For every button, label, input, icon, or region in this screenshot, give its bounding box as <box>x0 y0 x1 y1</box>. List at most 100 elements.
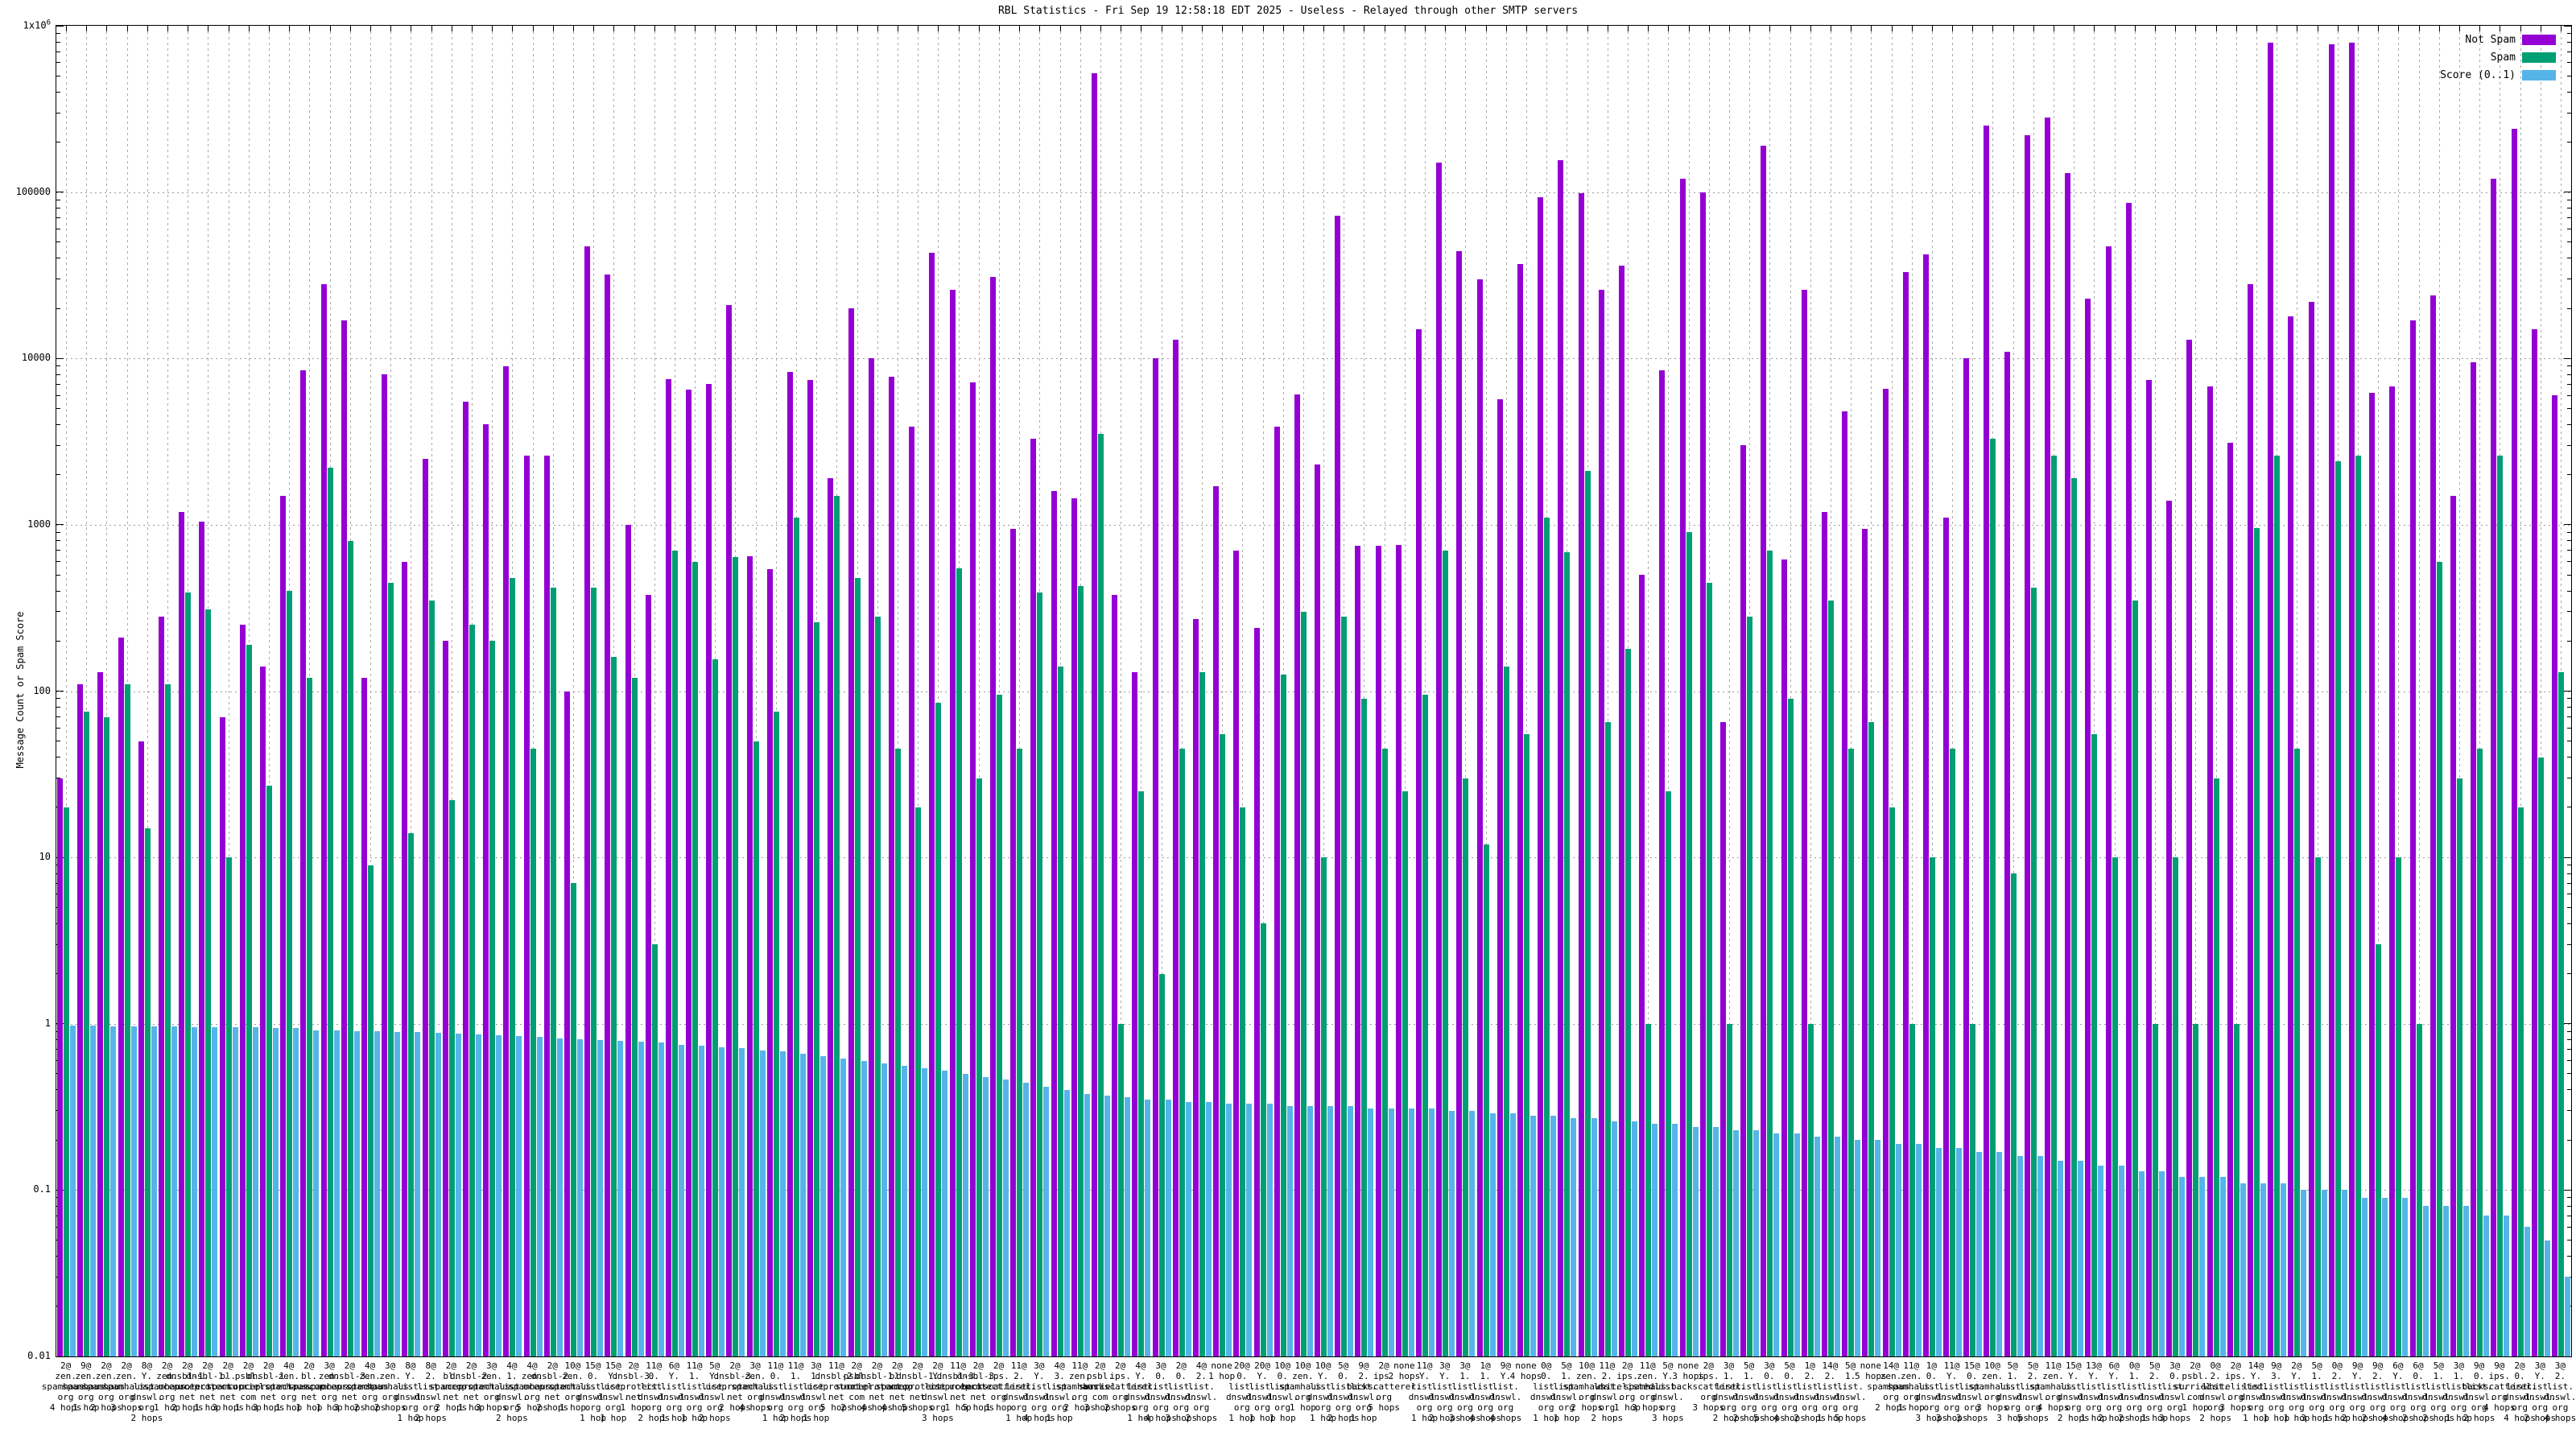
bar-score <box>1469 1110 1476 1356</box>
bar-not-spam <box>179 511 185 1356</box>
bar-not-spam <box>1436 163 1443 1356</box>
bar-spam <box>1848 749 1855 1356</box>
x-tick-top <box>1628 26 1629 31</box>
x-tick-label: 3@ zen. spamhaus. org 2 hops <box>365 1360 415 1413</box>
bar-score <box>1145 1099 1151 1356</box>
x-tick-label: none 3 hops <box>1672 1360 1704 1381</box>
bar-not-spam <box>1416 328 1422 1356</box>
x-tick-label: 11@ dnsbl-2. uceprotect. net 5 hops <box>807 1360 866 1413</box>
bar-spam <box>1503 667 1509 1356</box>
x-tick-top <box>857 26 858 31</box>
y-minor-tick-right <box>2567 217 2571 219</box>
bar-not-spam <box>219 716 225 1356</box>
y-minor-tick-right <box>2567 574 2571 576</box>
bar-spam <box>2030 587 2037 1356</box>
x-tick-label: 3@ 0. list. dnswl. org 3 hops <box>2158 1360 2191 1423</box>
x-tick-top <box>1425 26 1426 31</box>
bar-not-spam <box>1842 411 1848 1356</box>
x-tick-label: none 5 hops <box>1854 1360 1887 1381</box>
x-tick-top <box>755 26 757 31</box>
x-tick-top <box>1851 26 1852 31</box>
bar-spam <box>448 800 455 1356</box>
bar-not-spam <box>848 308 854 1356</box>
x-tick-label: 6@ 0. list. dnswl. org 2 hops <box>2402 1360 2434 1423</box>
bar-spam <box>2051 456 2058 1356</box>
y-minor-tick-right <box>2567 1030 2571 1032</box>
x-tick-label: 11@ 0. list. dnswl. org 1 hop <box>759 1360 792 1423</box>
x-tick-label: 2@ 0. list. dnswl. org 3 hops <box>1165 1360 1198 1423</box>
bar-score <box>638 1042 644 1356</box>
x-tick-label: 9@ Y. list. dnswl. org 2 hops <box>2341 1360 2374 1423</box>
x-tick-top <box>938 26 939 31</box>
bar-spam <box>327 468 333 1356</box>
bar-score <box>1125 1097 1131 1356</box>
bar-spam <box>1645 1023 1652 1356</box>
bar-not-spam <box>57 778 64 1356</box>
y-minor-tick-right <box>2567 873 2571 874</box>
bar-score <box>353 1031 360 1356</box>
x-tick-label: 11@ 1. list. dnswl. org 1 hop <box>678 1360 711 1423</box>
bar-not-spam <box>320 283 327 1356</box>
bar-not-spam <box>1192 619 1199 1356</box>
x-gridline <box>147 26 148 1356</box>
x-tick-label: 4@ zen. spamhaus. org 5 hops <box>508 1360 556 1413</box>
bar-not-spam <box>2409 320 2416 1356</box>
bar-spam <box>1564 552 1571 1356</box>
bar-spam <box>1726 1023 1732 1356</box>
x-gridline <box>775 26 777 1356</box>
bar-spam <box>1037 592 1043 1356</box>
x-tick-top <box>613 26 615 31</box>
bar-not-spam <box>2328 44 2334 1356</box>
x-tick-top <box>309 26 311 31</box>
bar-score <box>90 1026 97 1356</box>
y-tick-label: 1x106 <box>23 19 51 31</box>
bar-score <box>313 1030 320 1356</box>
bar-spam <box>1970 1023 1976 1356</box>
bar-spam <box>1807 1023 1814 1356</box>
y-minor-tick-right <box>2567 407 2571 409</box>
y-tick-label: 0.1 <box>33 1183 51 1195</box>
bar-not-spam <box>77 683 84 1356</box>
bar-score <box>597 1039 604 1356</box>
x-tick-label: 5@ 1. list. dnswl. org 2 hops <box>1732 1360 1765 1423</box>
bar-spam <box>753 741 759 1356</box>
bar-score <box>1875 1140 1881 1356</box>
x-tick-top <box>492 26 493 31</box>
x-tick-label: 3@ zen. spamhaus. org 4 hops <box>731 1360 779 1413</box>
x-tick-label: 5@ Y. list. dnswl. org 2 hops <box>698 1360 731 1423</box>
x-tick-label: 8@ Y. list. dnswl. org 1 hop <box>394 1360 427 1423</box>
x-tick-label: 4@ 2. list. dnswl. org 2 hops <box>1185 1360 1218 1423</box>
x-tick-label: 14@ 2. list. dnswl. org 1 hop <box>1814 1360 1847 1423</box>
bar-score <box>2462 1206 2469 1356</box>
bar-spam <box>2557 671 2564 1356</box>
y-gridline <box>56 1023 2571 1025</box>
y-minor-tick-right <box>2567 62 2571 64</box>
bar-score <box>1591 1118 1597 1356</box>
x-tick-label: 5@ 1. list. dnswl. org 3 hops <box>2301 1360 2333 1423</box>
x-tick-label: 11@ zen. spamhaus. org 2 hops <box>1055 1360 1104 1413</box>
x-tick-top <box>1952 26 1954 31</box>
x-tick-top <box>1871 26 1872 31</box>
bar-not-spam <box>2248 283 2253 1356</box>
bar-score <box>1165 1099 1171 1356</box>
y-minor-tick-right <box>2567 698 2571 700</box>
bar-not-spam <box>2288 316 2294 1356</box>
bar-score <box>496 1035 502 1356</box>
bar-spam <box>2334 461 2341 1356</box>
bar-spam <box>368 865 374 1356</box>
bar-spam <box>2517 807 2524 1356</box>
bar-spam <box>246 644 252 1356</box>
bar-spam <box>834 495 840 1356</box>
bar-not-spam <box>1010 529 1017 1356</box>
bar-spam <box>651 944 658 1356</box>
x-gridline <box>2418 26 2420 1356</box>
x-tick-top <box>958 26 960 31</box>
x-tick-top <box>1749 26 1751 31</box>
y-minor-tick-right <box>2567 374 2571 375</box>
bar-score <box>1489 1113 1496 1356</box>
bar-not-spam <box>929 253 935 1356</box>
x-gridline <box>978 26 980 1356</box>
bar-not-spam <box>889 376 895 1356</box>
x-tick-label: 5@ 1. list. dnswl. org 1 hop <box>1550 1360 1583 1423</box>
x-gridline <box>1891 26 1893 1356</box>
